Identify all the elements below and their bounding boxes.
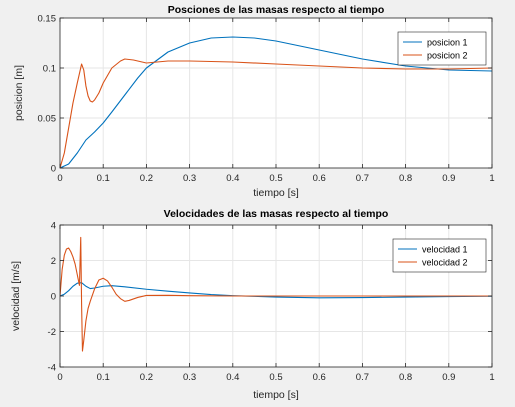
x-tick-label: 0.7 [356,173,369,184]
legend-label-1: posicion 1 [427,38,468,48]
x-axis-label: tiempo [s] [253,187,299,199]
x-tick-label: 0.2 [140,372,153,383]
x-tick-label: 0.7 [356,372,369,383]
x-tick-label: 0.9 [442,372,455,383]
y-tick-label: 0.05 [38,114,57,125]
y-axis-label: posicion [m] [13,65,25,121]
series-line-1 [60,282,492,299]
x-tick-label: 0 [57,173,62,184]
chart-2: 0 0.1 0.2 0.3 0.4 0.5 0.6 0.7 0.8 0.9 1 -4 -2 0 2 4 Velo… [10,208,495,401]
legend-box [397,31,487,66]
y-tick-label: 0 [51,292,56,303]
legend: velocidad 1 velocidad 2 [392,238,487,273]
x-tick-label: 0.9 [442,173,455,184]
series-line-1 [60,36,492,168]
x-tick-label: 0.3 [183,173,196,184]
x-tick-label: 1 [489,173,494,184]
y-tick-label: 0.1 [43,64,56,75]
x-tick-label: 0.5 [269,173,282,184]
legend-box [392,238,487,273]
chart-1: 0 0.1 0.2 0.3 0.4 0.5 0.6 0.7 0.8 0.9 1 0 0.05 0.1 0.1… [13,4,495,199]
y-tick-label: 0.15 [38,14,57,25]
x-tick-label: 0.6 [313,372,326,383]
series-line-2 [60,236,492,352]
x-tick-label: 0.1 [97,372,110,383]
x-tick-label: 0.6 [313,173,326,184]
chart-title: Velocidades de las masas respecto al tie… [164,208,389,220]
y-tick-label: -2 [48,327,56,338]
x-tick-label: 0.2 [140,173,153,184]
x-tick-label: 0.4 [226,173,239,184]
y-axis-label: velocidad [m/s] [10,261,22,331]
x-tick-label: 0.8 [399,173,412,184]
x-tick-label: 0 [57,372,62,383]
x-tick-label: 0.8 [399,372,412,383]
legend-label-1: velocidad 1 [422,245,468,255]
x-tick-label: 1 [489,372,494,383]
y-tick-label: 0 [51,164,56,175]
x-tick-label: 0.1 [97,173,110,184]
chart-title: Posciones de las masas respecto al tiemp… [168,4,385,16]
x-axis-label: tiempo [s] [253,389,299,401]
x-tick-label: 0.5 [269,372,282,383]
y-tick-label: 4 [51,221,56,232]
x-tick-label: 0.3 [183,372,196,383]
legend: posicion 1 posicion 2 [397,31,487,66]
y-tick-label: 2 [51,256,56,267]
x-tick-label: 0.4 [226,372,239,383]
y-tick-label: -4 [48,363,56,374]
legend-label-2: posicion 2 [427,51,468,61]
legend-label-2: velocidad 2 [422,258,468,268]
series-line-2 [60,58,492,168]
